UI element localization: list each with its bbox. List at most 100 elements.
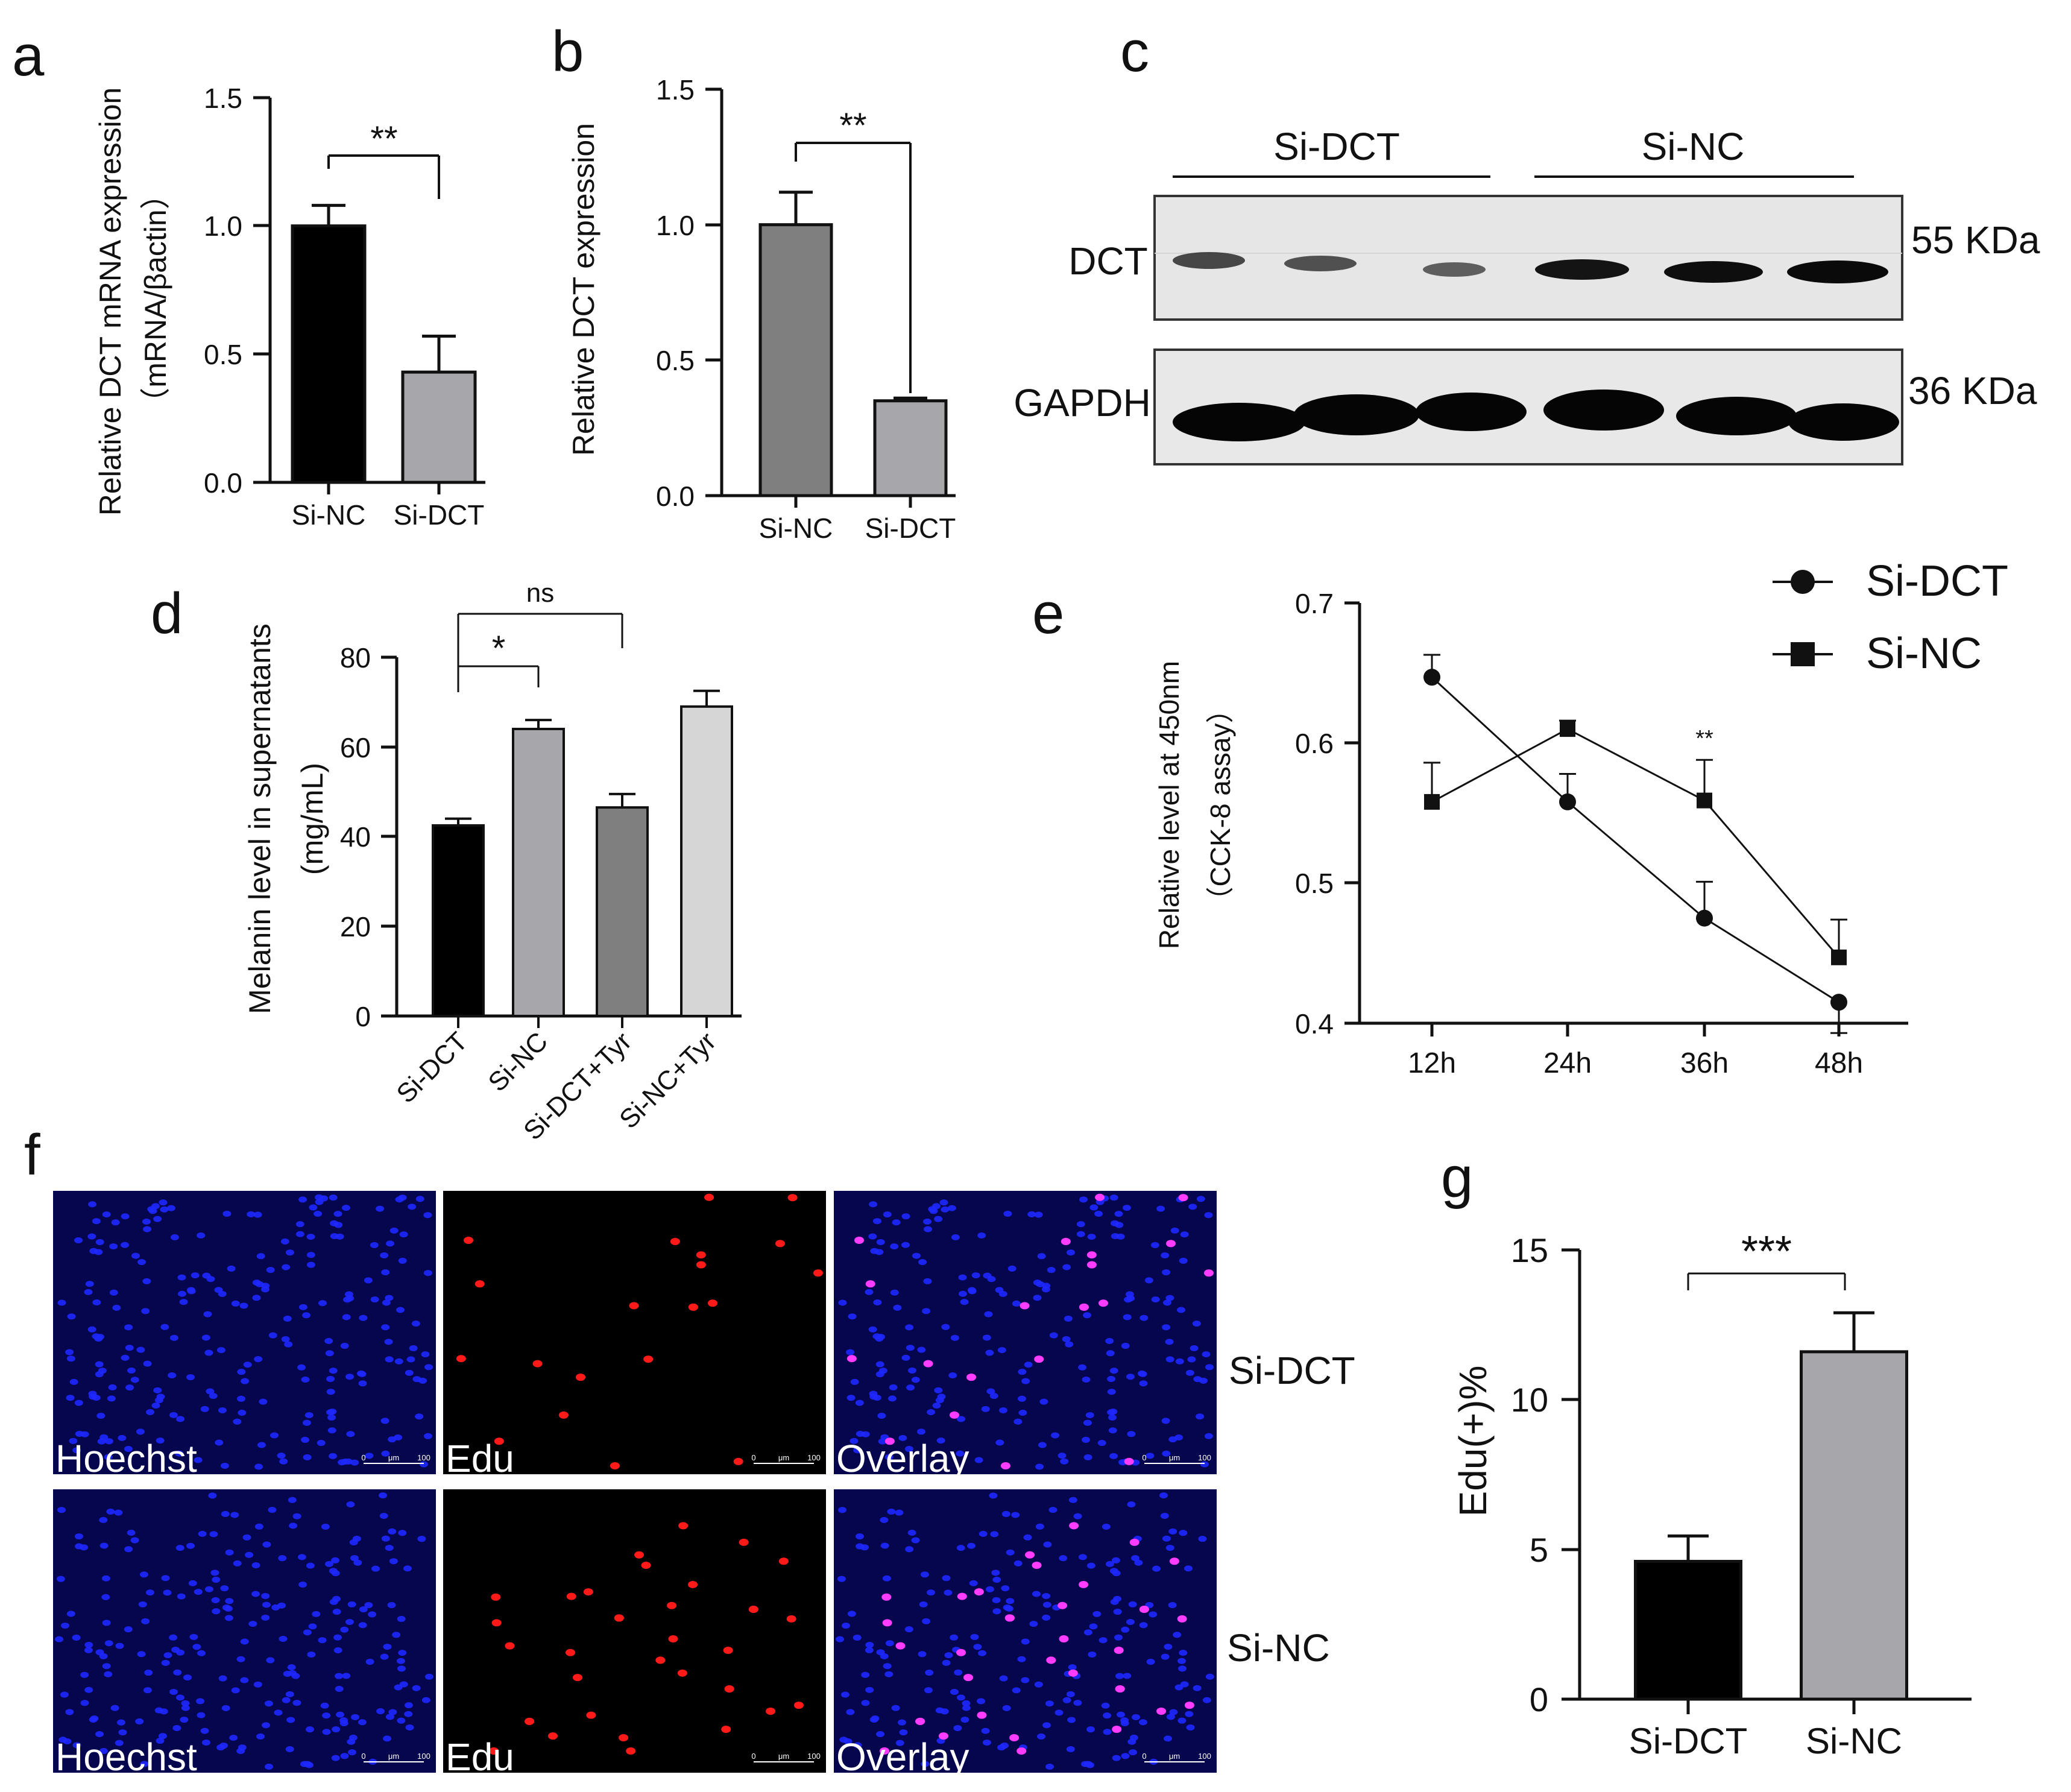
blot-dct-band bbox=[1423, 262, 1486, 277]
scale-bar-label: μm bbox=[778, 1453, 789, 1462]
scale-bar-label: 0 bbox=[361, 1453, 365, 1462]
micrograph-hoechst: Hoechst 0 μm 100 bbox=[53, 1191, 436, 1480]
panel-d-tick-4: 80 bbox=[340, 642, 371, 674]
legend-si-nc: Si-NC bbox=[1866, 629, 1982, 678]
panel-b: b Relative DCT expression 0.0 0.5 1.0 1.… bbox=[552, 19, 956, 544]
x-tick-label: Si-DCT bbox=[394, 499, 485, 531]
scale-bar-label: μm bbox=[1169, 1752, 1180, 1761]
panel-letter-c: c bbox=[1120, 19, 1149, 84]
x-tick-label: Si-DCT bbox=[391, 1026, 473, 1109]
panel-a-ylabel: Relative DCT mRNA expression bbox=[93, 87, 127, 516]
panel-a-tick-3: 1.5 bbox=[204, 83, 242, 114]
data-point bbox=[1560, 721, 1575, 737]
panel-b-tick-2: 1.0 bbox=[656, 210, 695, 241]
blot-dct-band bbox=[1535, 259, 1629, 280]
panel-c: c Si-DCT Si-NC DCT GAPDH 55 KDa 36 KDa bbox=[1013, 19, 2040, 465]
scale-bar-label: 0 bbox=[751, 1453, 755, 1462]
panel-e-significance: ** bbox=[1695, 726, 1713, 751]
panel-g-tick-0: 0 bbox=[1530, 1680, 1548, 1718]
series-line bbox=[1431, 677, 1839, 1003]
legend-si-dct: Si-DCT bbox=[1866, 557, 2008, 605]
panel-e-tick-0: 0.4 bbox=[1295, 1008, 1334, 1040]
scale-bar-label: 100 bbox=[807, 1453, 821, 1462]
bar bbox=[596, 806, 649, 1017]
x-tick-label: Si-NC bbox=[1806, 1721, 1902, 1761]
panel-a-tick-0: 0.0 bbox=[204, 467, 242, 499]
scale-bar-label: μm bbox=[1169, 1453, 1180, 1462]
scale-bar-label: 0 bbox=[1142, 1752, 1146, 1761]
bar bbox=[291, 224, 367, 484]
micrograph-overlay: Overlay 0 μm 100 bbox=[834, 1191, 1217, 1480]
panel-d-ylabel-unit: (mg/mL) bbox=[295, 763, 329, 875]
bar bbox=[1634, 1560, 1742, 1701]
panel-letter-g: g bbox=[1441, 1145, 1473, 1210]
data-point bbox=[1697, 792, 1712, 809]
bar bbox=[432, 824, 485, 1017]
bar bbox=[680, 705, 733, 1017]
bar bbox=[401, 370, 477, 484]
x-tick-label: 12h bbox=[1408, 1047, 1456, 1079]
data-point bbox=[1423, 669, 1440, 686]
micrograph-edu: Edu 0 μm 100 bbox=[443, 1191, 826, 1480]
micrograph-label: Overlay bbox=[836, 1735, 969, 1779]
panel-g-tick-1: 5 bbox=[1530, 1531, 1548, 1569]
scale-bar-label: 100 bbox=[1198, 1752, 1211, 1761]
blot-row-label-gapdh: GAPDH bbox=[1013, 381, 1151, 424]
x-tick-label: 24h bbox=[1543, 1047, 1592, 1079]
scale-bar-label: 100 bbox=[1198, 1453, 1211, 1462]
panel-b-tick-0: 0.0 bbox=[656, 481, 695, 512]
panel-b-tick-3: 1.5 bbox=[656, 74, 695, 106]
scale-bar-label: 100 bbox=[807, 1752, 821, 1761]
panel-d: d Melanin level in supernatants (mg/mL) … bbox=[151, 578, 742, 1146]
panel-a-bars: Si-NC Si-DCT bbox=[291, 204, 485, 531]
panel-d-ylabel: Melanin level in supernatants bbox=[243, 623, 277, 1014]
blot-group-label-si-nc: Si-NC bbox=[1642, 125, 1745, 168]
blot-dct-band bbox=[1787, 260, 1888, 283]
blot-gapdh-band bbox=[1676, 397, 1797, 435]
scale-bar-label: μm bbox=[778, 1752, 789, 1761]
panel-b-tick-1: 0.5 bbox=[656, 345, 695, 376]
blot-size-55: 55 KDa bbox=[1911, 218, 2040, 262]
panel-a-tick-1: 0.5 bbox=[204, 339, 242, 370]
blot-gapdh-band bbox=[1294, 394, 1419, 435]
micrograph-hoechst: Hoechst 0 μm 100 bbox=[53, 1489, 436, 1779]
panel-d-tick-1: 20 bbox=[340, 911, 371, 942]
data-point bbox=[1831, 949, 1847, 965]
panel-g-significance: *** bbox=[1741, 1228, 1792, 1276]
x-tick-label: Si-NC bbox=[759, 513, 833, 544]
scale-bar-label: μm bbox=[388, 1453, 399, 1462]
panel-g-ylabel: Edu(+)% bbox=[1451, 1366, 1495, 1517]
scale-bar-label: 0 bbox=[1142, 1453, 1146, 1462]
panel-e-tick-3: 0.7 bbox=[1295, 588, 1334, 619]
x-tick-label: 48h bbox=[1815, 1047, 1863, 1079]
scale-bar-label: 0 bbox=[361, 1752, 365, 1761]
panel-g: g Edu(+)% 0 5 10 15 *** Si-DCT Si-NC bbox=[1441, 1145, 1972, 1761]
blot-gapdh-band bbox=[1543, 390, 1664, 431]
panel-letter-e: e bbox=[1032, 581, 1064, 646]
panel-d-significance-star: * bbox=[492, 629, 506, 668]
bar bbox=[758, 223, 833, 497]
blot-group-label-si-dct: Si-DCT bbox=[1273, 125, 1400, 168]
bar bbox=[1800, 1350, 1908, 1701]
panel-letter-f: f bbox=[24, 1123, 40, 1187]
panel-e-tick-1: 0.5 bbox=[1295, 868, 1334, 899]
panel-e-ylabel-unit: （CCK-8 assay） bbox=[1205, 696, 1236, 915]
data-point bbox=[1696, 909, 1713, 927]
data-point bbox=[1830, 994, 1847, 1011]
panel-g-bars: Si-DCT Si-NC bbox=[1629, 1311, 1908, 1761]
scale-bar-label: 0 bbox=[751, 1752, 755, 1761]
bar bbox=[512, 728, 565, 1017]
panel-b-bars: Si-NC Si-DCT bbox=[758, 191, 956, 544]
micrograph-label: Overlay bbox=[836, 1437, 969, 1480]
blot-size-36: 36 KDa bbox=[1908, 369, 2037, 412]
scale-bar-label: 100 bbox=[417, 1453, 430, 1462]
micrograph-label: Edu bbox=[446, 1735, 514, 1779]
panel-a-ylabel-unit: （mRNA/βactin） bbox=[139, 179, 172, 417]
micrograph-grid: Hoechst 0 μm 100 Edu 0 μm 100 Overlay 0 μm 100Hoech… bbox=[53, 1191, 1217, 1779]
panel-e-lines: 12h 24h 36h 48h bbox=[1408, 654, 1863, 1079]
scale-bar-label: 100 bbox=[417, 1752, 430, 1761]
blot-row-label-dct: DCT bbox=[1068, 239, 1148, 283]
x-tick-label: 36h bbox=[1680, 1047, 1729, 1079]
